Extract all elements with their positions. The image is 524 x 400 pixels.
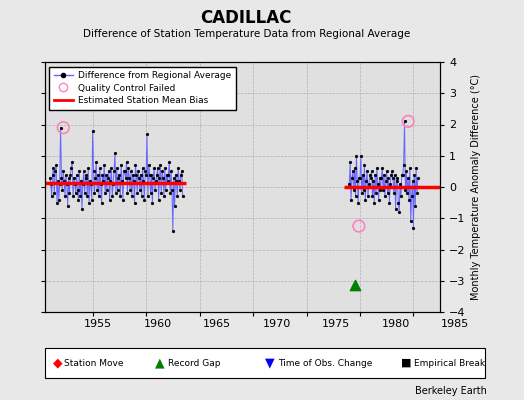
Text: ▲: ▲ bbox=[155, 356, 165, 370]
Y-axis label: Monthly Temperature Anomaly Difference (°C): Monthly Temperature Anomaly Difference (… bbox=[471, 74, 481, 300]
Text: Empirical Break: Empirical Break bbox=[414, 358, 485, 368]
Text: 1970: 1970 bbox=[263, 319, 291, 329]
Text: Berkeley Earth: Berkeley Earth bbox=[416, 386, 487, 396]
Text: Record Gap: Record Gap bbox=[168, 358, 220, 368]
Point bbox=[59, 124, 68, 131]
Text: 1965: 1965 bbox=[203, 319, 231, 329]
Text: ▼: ▼ bbox=[265, 356, 275, 370]
Text: 1980: 1980 bbox=[381, 319, 410, 329]
Text: Time of Obs. Change: Time of Obs. Change bbox=[278, 358, 372, 368]
Text: Difference of Station Temperature Data from Regional Average: Difference of Station Temperature Data f… bbox=[83, 29, 410, 39]
Text: 1985: 1985 bbox=[441, 319, 469, 329]
Text: Station Move: Station Move bbox=[64, 358, 124, 368]
Text: ◆: ◆ bbox=[53, 356, 62, 370]
Text: 1955: 1955 bbox=[84, 319, 112, 329]
Legend: Difference from Regional Average, Quality Control Failed, Estimated Station Mean: Difference from Regional Average, Qualit… bbox=[49, 66, 236, 110]
Point bbox=[404, 118, 412, 124]
Text: CADILLAC: CADILLAC bbox=[201, 9, 292, 27]
Point bbox=[351, 282, 359, 289]
Text: 1960: 1960 bbox=[144, 319, 172, 329]
Text: ■: ■ bbox=[401, 358, 411, 368]
Point bbox=[355, 223, 363, 229]
Text: 1975: 1975 bbox=[322, 319, 350, 329]
